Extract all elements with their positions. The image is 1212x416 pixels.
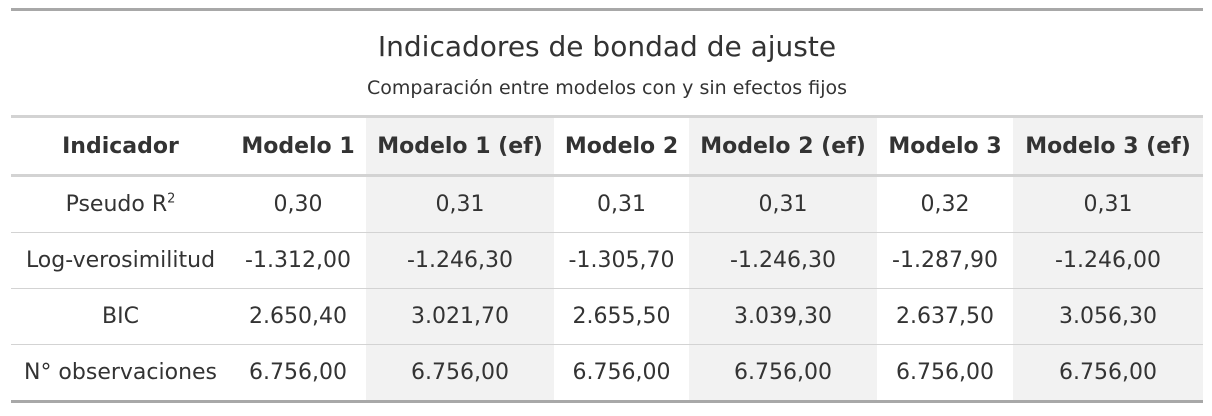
table-cell: 2.637,50 (877, 288, 1013, 345)
table-cell: 0,30 (230, 175, 366, 233)
table-subtitle: Comparación entre modelos con y sin efec… (366, 77, 847, 99)
column-header-modelo-2: Modelo 2 (554, 118, 689, 177)
title-rule (11, 115, 1203, 118)
row-label-text: Pseudo R (65, 192, 168, 217)
table-cell: 0,31 (366, 175, 554, 233)
table-cell: 3.039,30 (689, 288, 877, 345)
row-label: BIC (11, 288, 230, 345)
header-row: Indicador Modelo 1 Modelo 1 (ef) Modelo … (11, 118, 1203, 177)
table-cell: 0,31 (554, 175, 689, 233)
table-row-pseudo-r2: Pseudo R2 0,30 0,31 0,31 0,31 0,32 0,31 (11, 175, 1203, 233)
table-row-observaciones: N° observaciones 6.756,00 6.756,00 6.756… (11, 344, 1203, 403)
table-title: Indicadores de bondad de ajuste (377, 30, 837, 63)
table-cell: -1.312,00 (230, 232, 366, 289)
column-header-modelo-2-ef: Modelo 2 (ef) (689, 118, 877, 177)
goodness-of-fit-table: Indicadores de bondad de ajuste Comparac… (11, 8, 1203, 403)
table-cell: 0,31 (1013, 175, 1203, 233)
table-cell: 6.756,00 (230, 344, 366, 403)
column-header-modelo-3-ef: Modelo 3 (ef) (1013, 118, 1203, 177)
row-label: N° observaciones (11, 344, 230, 403)
table-cell: 6.756,00 (689, 344, 877, 403)
table-cell: 3.021,70 (366, 288, 554, 345)
column-header-indicador: Indicador (11, 118, 230, 177)
column-header-modelo-1-ef: Modelo 1 (ef) (366, 118, 554, 177)
table-cell: 2.655,50 (554, 288, 689, 345)
table-cell: 6.756,00 (554, 344, 689, 403)
table-cell: 0,32 (877, 175, 1013, 233)
column-header-modelo-1: Modelo 1 (230, 118, 366, 177)
superscript-2: 2 (167, 191, 176, 207)
table-cell: -1.246,30 (689, 232, 877, 289)
table-cell: -1.305,70 (554, 232, 689, 289)
table-cell: 0,31 (689, 175, 877, 233)
table-cell: 3.056,30 (1013, 288, 1203, 345)
table-cell: 2.650,40 (230, 288, 366, 345)
table-cell: -1.287,90 (877, 232, 1013, 289)
column-header-modelo-3: Modelo 3 (877, 118, 1013, 177)
table-row-bic: BIC 2.650,40 3.021,70 2.655,50 3.039,30 … (11, 288, 1203, 345)
top-rule (11, 8, 1203, 11)
table-cell: -1.246,30 (366, 232, 554, 289)
row-label: Pseudo R2 (11, 175, 230, 233)
data-table: Indicador Modelo 1 Modelo 1 (ef) Modelo … (11, 118, 1203, 403)
table-cell: 6.756,00 (877, 344, 1013, 403)
table-row-log-verosimilitud: Log-verosimilitud -1.312,00 -1.246,30 -1… (11, 232, 1203, 289)
table-cell: 6.756,00 (1013, 344, 1203, 403)
row-label: Log-verosimilitud (11, 232, 230, 289)
table-cell: 6.756,00 (366, 344, 554, 403)
table-cell: -1.246,00 (1013, 232, 1203, 289)
